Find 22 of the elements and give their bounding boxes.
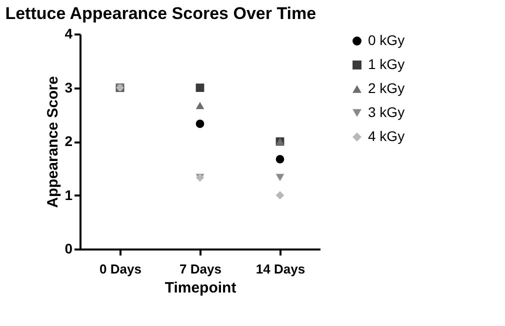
point bbox=[276, 155, 284, 164]
legend-label: 0 kGy bbox=[368, 32, 405, 48]
chart-title: Lettuce Appearance Scores Over Time bbox=[5, 4, 316, 23]
point bbox=[276, 174, 284, 182]
x-tick-label: 14 Days bbox=[256, 262, 306, 276]
point bbox=[196, 84, 204, 92]
y-tick-label: 0 bbox=[64, 240, 73, 256]
point bbox=[196, 102, 204, 110]
legend-label: 2 kGy bbox=[368, 80, 405, 96]
legend-label: 3 kGy bbox=[368, 104, 405, 120]
point bbox=[196, 120, 204, 128]
x-axis-title: Timepoint bbox=[164, 280, 236, 296]
point bbox=[276, 191, 284, 200]
legend-label: 1 kGy bbox=[368, 56, 405, 72]
x-tick-label: 7 Days bbox=[180, 262, 222, 276]
y-tick-label: 3 bbox=[64, 79, 73, 96]
y-tick-label: 4 bbox=[64, 26, 73, 42]
x-tick-label: 0 Days bbox=[100, 262, 142, 276]
y-tick-label: 2 bbox=[64, 133, 73, 149]
y-axis-title: Appearance Score bbox=[44, 76, 62, 208]
legend-label: 4 kGy bbox=[368, 128, 405, 144]
y-tick-label: 1 bbox=[64, 186, 73, 203]
